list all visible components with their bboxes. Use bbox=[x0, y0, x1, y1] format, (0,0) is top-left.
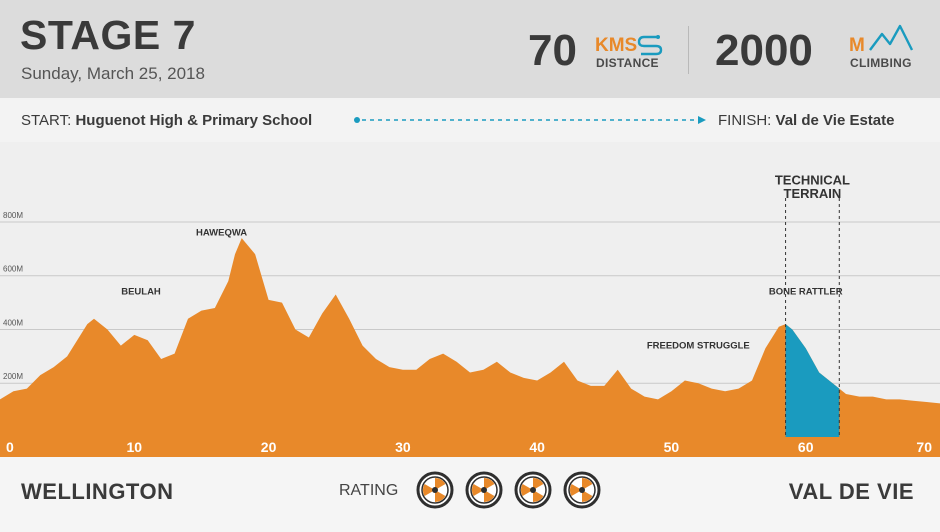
stage-date: Sunday, March 25, 2018 bbox=[21, 64, 205, 83]
y-tick-label: 400M bbox=[3, 318, 23, 327]
climbing-value: 2000 bbox=[715, 26, 813, 75]
chart-annotation: BEULAH bbox=[121, 287, 161, 298]
y-tick-label: 800M bbox=[3, 211, 23, 220]
wheel-icon bbox=[563, 471, 601, 509]
chart-annotation: TECHNICAL bbox=[775, 172, 850, 187]
stats-divider bbox=[688, 26, 689, 74]
chart-annotation: FREEDOM STRUGGLE bbox=[647, 340, 750, 351]
start-label: START: bbox=[21, 112, 72, 129]
route-bar: START: Huguenot High & Primary School FI… bbox=[0, 98, 940, 142]
climbing-label: CLIMBING bbox=[850, 56, 912, 70]
start-place: Huguenot High & Primary School bbox=[75, 112, 313, 129]
finish-label: FINISH: bbox=[718, 112, 772, 129]
start-town: WELLINGTON bbox=[21, 479, 174, 504]
wheel-icon bbox=[465, 471, 503, 509]
rating-label: RATING bbox=[339, 482, 399, 499]
x-tick-label: 10 bbox=[126, 439, 142, 455]
mountains-icon bbox=[869, 24, 914, 51]
elevation-area bbox=[0, 238, 940, 437]
header: STAGE 7 Sunday, March 25, 2018 70 KMS DI… bbox=[0, 0, 940, 98]
page-title: STAGE 7 bbox=[20, 12, 196, 58]
chart-annotation: HAWEQWA bbox=[196, 227, 247, 238]
x-tick-label: 20 bbox=[261, 439, 277, 455]
x-axis-strip bbox=[0, 437, 940, 457]
chart-annotation: BONE RATTLER bbox=[769, 287, 843, 298]
x-tick-label: 40 bbox=[529, 439, 545, 455]
finish-town: VAL DE VIE bbox=[788, 479, 914, 504]
elevation-chart: 200M 400M 600M 800M 0 10 20 30 40 50 60 70 HAWEQWA BE… bbox=[0, 142, 940, 457]
footer: WELLINGTON RATING VAL DE VIE bbox=[0, 457, 940, 532]
route-finish: FINISH: Val de Vie Estate bbox=[718, 112, 894, 129]
route-start: START: Huguenot High & Primary School bbox=[21, 112, 312, 129]
x-tick-label: 70 bbox=[916, 439, 932, 455]
x-tick-label: 60 bbox=[798, 439, 814, 455]
route-s-icon bbox=[637, 35, 663, 56]
distance-unit: KMS bbox=[595, 35, 638, 56]
climbing-unit: M bbox=[849, 35, 865, 56]
technical-section-area bbox=[785, 324, 840, 437]
chart-annotation: TERRAIN bbox=[784, 186, 842, 201]
distance-value: 70 bbox=[528, 26, 577, 75]
y-tick-label: 600M bbox=[3, 265, 23, 274]
wheel-icon bbox=[514, 471, 552, 509]
finish-place: Val de Vie Estate bbox=[775, 112, 895, 129]
y-tick-label: 200M bbox=[3, 372, 23, 381]
elevation-chart-svg: 200M 400M 600M 800M 0 10 20 30 40 50 60 70 HAWEQWA BE… bbox=[0, 172, 940, 457]
x-tick-label: 0 bbox=[6, 439, 14, 455]
x-tick-label: 30 bbox=[395, 439, 411, 455]
route-arrow bbox=[354, 116, 706, 124]
x-tick-label: 50 bbox=[664, 439, 680, 455]
wheel-icon bbox=[416, 471, 454, 509]
distance-label: DISTANCE bbox=[596, 56, 659, 70]
